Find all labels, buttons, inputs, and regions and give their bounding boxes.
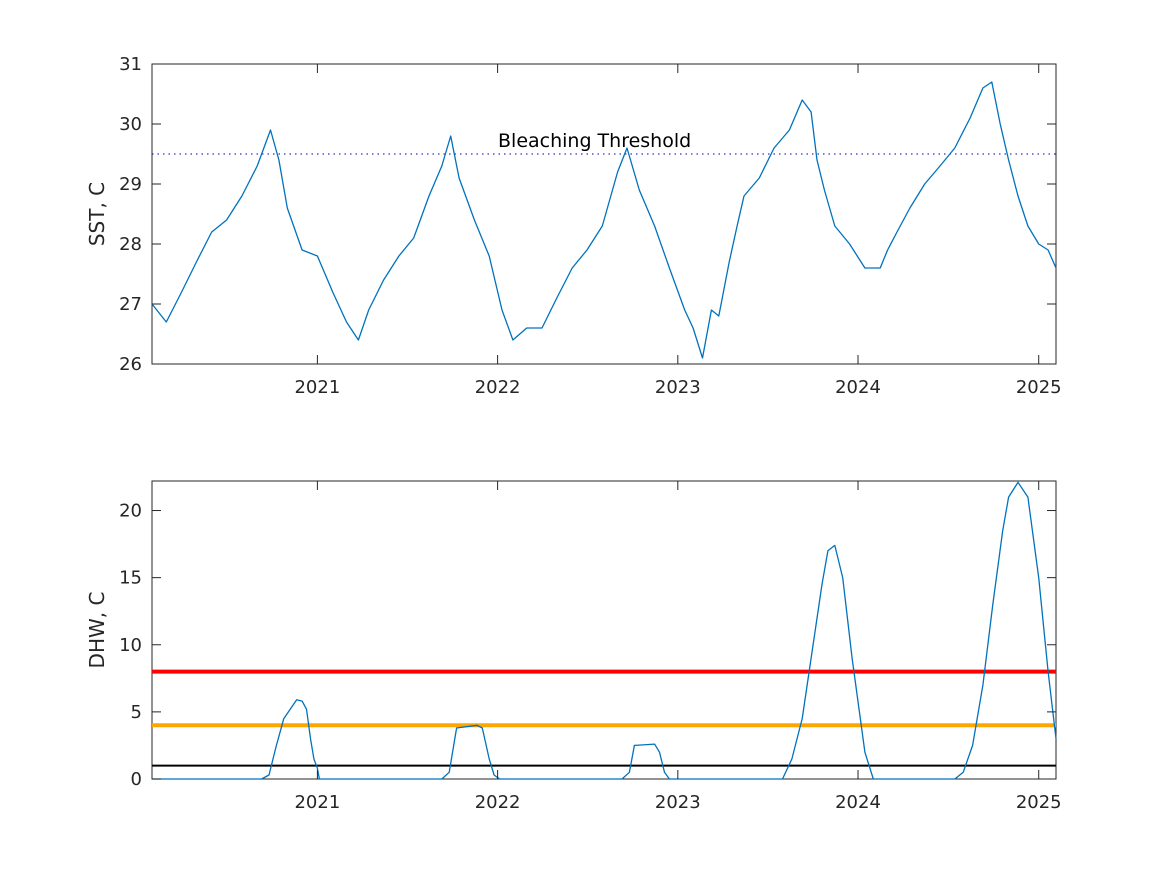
sst-ytick-label-27: 27: [119, 294, 142, 315]
dhw-xtick-label-2022: 2022: [475, 792, 521, 813]
dhw-ytick-label-15: 15: [119, 568, 142, 589]
sst-series-line: [151, 81, 1057, 359]
bleaching-threshold-label: Bleaching Threshold: [498, 130, 691, 152]
dhw-ytick-label-10: 10: [119, 635, 142, 656]
sst-xtick-label-2023: 2023: [655, 377, 701, 398]
dhw-series-line: [152, 481, 1057, 780]
dhw-ytick-label-5: 5: [131, 702, 142, 723]
sst-xtick-label-2021: 2021: [294, 377, 340, 398]
dhw-panel: 2021 2022 2023 2024 2025 0 5 10 15 20 DHW, C: [85, 480, 1062, 813]
sst-ytick-label-29: 29: [119, 174, 142, 195]
sst-ytick-label-31: 31: [119, 54, 142, 75]
dhw-plot-area: 2021 2022 2023 2024 2025 0 5 10 15 20: [119, 480, 1062, 813]
dhw-xtick-label-2023: 2023: [655, 792, 701, 813]
sst-plot-area: 2021 2022 2023 2024 2025 26 27 28 29 30 31: [119, 54, 1062, 398]
dhw-ytick-label-20: 20: [119, 501, 142, 522]
sst-xtick-label-2024: 2024: [835, 377, 881, 398]
sst-xtick-label-2022: 2022: [475, 377, 521, 398]
sst-ylabel: SST, C: [85, 182, 109, 246]
dhw-xtick-label-2025: 2025: [1016, 792, 1062, 813]
sst-ytick-label-26: 26: [119, 354, 142, 375]
sst-ytick-label-30: 30: [119, 114, 142, 135]
dhw-xtick-label-2024: 2024: [835, 792, 881, 813]
sst-ytick-label-28: 28: [119, 234, 142, 255]
sst-axes-box: [151, 63, 1057, 365]
dhw-ylabel: DHW, C: [85, 592, 109, 669]
dhw-ytick-label-0: 0: [131, 769, 142, 790]
sst-xtick-label-2025: 2025: [1016, 377, 1062, 398]
dhw-xtick-label-2021: 2021: [294, 792, 340, 813]
